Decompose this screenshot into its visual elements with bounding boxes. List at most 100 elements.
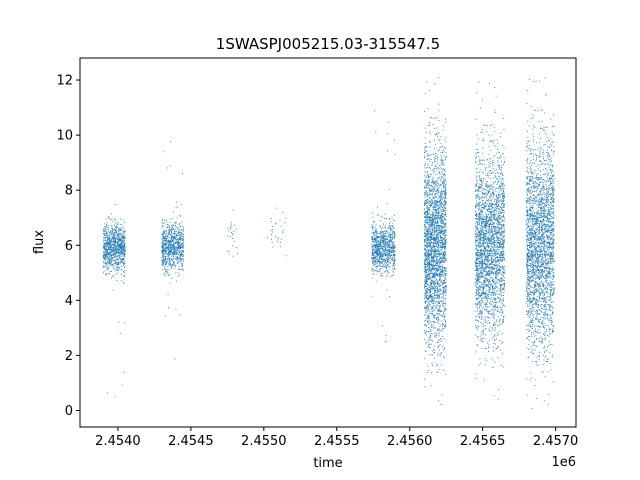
data-point [425, 186, 426, 188]
data-point [439, 225, 441, 227]
data-point [387, 228, 388, 229]
data-point [162, 244, 164, 245]
data-point [440, 271, 442, 273]
data-point [424, 216, 425, 218]
data-point [441, 206, 443, 208]
data-point [425, 244, 427, 246]
data-point [377, 206, 378, 208]
data-point [433, 222, 435, 224]
data-point [117, 259, 118, 261]
data-point [375, 263, 377, 265]
data-point [392, 236, 394, 238]
data-point [445, 229, 447, 231]
data-point [428, 301, 430, 303]
data-point [386, 150, 388, 152]
data-point [435, 207, 437, 209]
data-point [384, 254, 386, 256]
data-point [438, 226, 440, 228]
data-point [386, 246, 388, 248]
data-point [123, 267, 125, 268]
data-point [442, 345, 444, 347]
data-point [443, 255, 445, 257]
data-point [390, 262, 391, 264]
data-point [444, 169, 446, 171]
data-point [376, 243, 378, 245]
data-point [429, 347, 431, 349]
data-point [436, 288, 438, 290]
data-point [181, 221, 183, 223]
data-point [230, 226, 232, 228]
data-point [169, 251, 170, 252]
data-point [441, 217, 442, 219]
data-point [174, 264, 176, 266]
data-point [441, 183, 443, 185]
data-point [175, 257, 177, 259]
data-point [164, 241, 166, 243]
data-point [107, 230, 109, 232]
data-point [443, 210, 445, 212]
data-point [375, 251, 377, 253]
data-point [437, 201, 439, 203]
data-point [428, 239, 430, 240]
data-point [439, 227, 441, 229]
data-point [382, 242, 384, 244]
data-point [432, 260, 434, 262]
data-point [114, 396, 116, 398]
data-point [108, 242, 110, 244]
data-point [384, 234, 386, 236]
data-point [424, 146, 426, 148]
data-point [182, 251, 184, 252]
data-point [179, 257, 181, 259]
data-point [379, 255, 381, 256]
data-point [434, 322, 436, 324]
data-point [436, 273, 437, 275]
data-point [177, 269, 179, 270]
data-point [391, 259, 393, 261]
data-point [124, 262, 126, 264]
data-point [438, 333, 440, 335]
data-point [431, 242, 433, 244]
data-point [161, 257, 163, 258]
data-point [441, 159, 443, 161]
data-point [392, 249, 394, 251]
data-point [179, 215, 181, 217]
data-point [376, 248, 378, 250]
data-point [434, 280, 436, 282]
data-point [113, 255, 115, 257]
data-point [434, 199, 436, 201]
data-point [441, 229, 443, 231]
data-point [439, 274, 441, 275]
data-point [105, 251, 107, 253]
data-point [444, 170, 446, 172]
data-point [394, 267, 396, 269]
data-point [437, 329, 439, 331]
data-point [423, 212, 425, 214]
data-point [429, 90, 431, 92]
data-point [427, 238, 429, 240]
data-point [177, 238, 179, 239]
data-point [426, 250, 428, 252]
data-point [430, 243, 431, 245]
data-point [371, 258, 373, 260]
data-point [433, 206, 435, 208]
data-point [433, 282, 435, 283]
data-point [105, 265, 107, 267]
data-point [181, 265, 183, 267]
data-point [106, 392, 108, 394]
data-point [438, 211, 440, 213]
data-point [111, 233, 113, 235]
data-point [122, 251, 123, 253]
data-point [380, 243, 382, 245]
data-point [391, 217, 393, 218]
data-point [428, 232, 430, 234]
data-point [438, 268, 439, 270]
data-point [442, 242, 443, 244]
data-point [384, 261, 385, 263]
data-point [175, 237, 177, 239]
data-point [115, 250, 117, 252]
data-point [442, 197, 444, 198]
data-point [383, 236, 385, 238]
data-point [117, 239, 119, 241]
data-point [444, 198, 446, 200]
data-point [121, 248, 123, 250]
